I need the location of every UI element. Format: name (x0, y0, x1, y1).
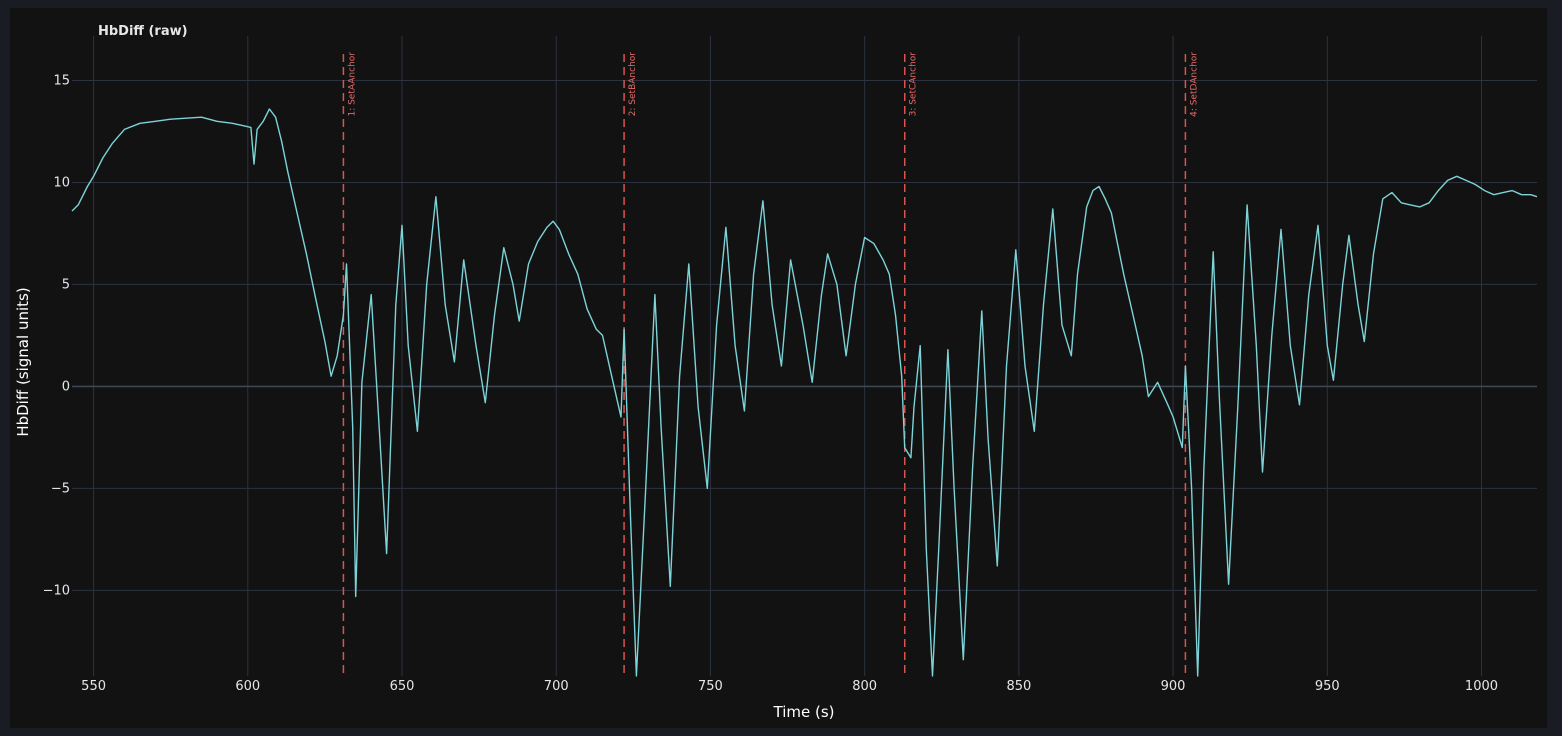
x-tick-label: 800 (852, 679, 877, 694)
y-axis-title: HbDiff (signal units) (14, 287, 32, 436)
x-tick-label: 650 (390, 679, 415, 694)
tick-layer: 550 600 650 700 750 800 850 900 950 1000 −10 −5 0 5 10… (43, 73, 1498, 694)
y-tick-label: 10 (53, 175, 70, 190)
grid-layer (72, 36, 1537, 676)
x-tick-label: 550 (81, 679, 106, 694)
x-tick-label: 1000 (1465, 679, 1498, 694)
y-tick-label: −5 (51, 481, 70, 496)
y-tick-label: −10 (43, 583, 70, 598)
x-tick-label: 850 (1006, 679, 1031, 694)
series-line (71, 108, 1538, 677)
x-axis-title: Time (s) (773, 703, 835, 721)
event-marker-label: 3: SetCAnchor (909, 52, 919, 117)
x-tick-label: 900 (1161, 679, 1186, 694)
x-tick-label: 750 (698, 679, 723, 694)
x-tick-label: 950 (1315, 679, 1340, 694)
series-layer (71, 108, 1538, 677)
y-tick-label: 15 (53, 73, 70, 88)
event-marker-label: 4: SetDAnchor (1189, 52, 1199, 117)
event-marker-label: 2: SetBAnchor (628, 52, 638, 117)
event-marker-label: 1: SetAAnchor (347, 52, 357, 117)
chart-panel: HbDiff (raw) (10, 8, 1547, 728)
x-tick-label: 700 (544, 679, 569, 694)
y-tick-label: 5 (62, 277, 70, 292)
event-layer: 1: SetAAnchor 2: SetBAnchor 3: SetCAnchor 4… (342, 52, 1199, 676)
x-tick-label: 600 (235, 679, 260, 694)
y-tick-label: 0 (62, 379, 70, 394)
chart-title: HbDiff (raw) (98, 24, 188, 39)
